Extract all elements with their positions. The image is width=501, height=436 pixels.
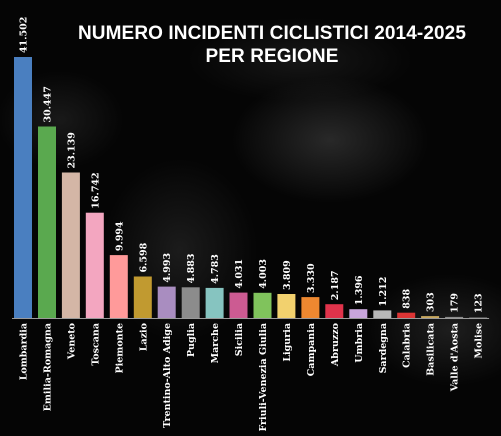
value-labels-group: 41.502 30.447 23.139 16.742 9.994 6.598 4.993 4… (19, 17, 485, 314)
value-label-lombardia: 41.502 (19, 17, 30, 53)
category-label-piemonte: Piemonte (114, 323, 125, 374)
bar-liguria (277, 294, 296, 318)
category-label-marche: Marche (210, 323, 221, 363)
category-label-friuli-venezia-giulia: Friuli-Venezia Giulia (258, 323, 269, 432)
value-label-valle-d-aosta: 179 (450, 293, 461, 313)
value-label-lazio: 6.598 (138, 242, 149, 272)
bar-abruzzo (325, 304, 344, 318)
value-label-basilicata: 303 (426, 292, 437, 312)
bar-valle-d-aosta (445, 316, 464, 318)
bar-emilia-romagna (38, 126, 56, 318)
bar-sardegna (373, 310, 392, 318)
value-label-campania: 3.330 (306, 263, 317, 293)
bar-umbria (349, 309, 368, 318)
bar-lombardia (14, 57, 32, 318)
category-label-emilia-romagna: Emilia-Romagna (43, 323, 54, 411)
bar-molise (469, 317, 488, 318)
category-label-sardegna: Sardegna (378, 323, 389, 373)
category-label-sicilia: Sicilia (234, 323, 245, 356)
category-label-calabria: Calabria (402, 323, 413, 368)
bar-puglia (181, 287, 200, 318)
value-label-puglia: 4.883 (186, 254, 197, 284)
chart-title-line-2: PER REGIONE (205, 46, 339, 67)
bar-veneto (61, 172, 80, 318)
category-label-lombardia: Lombardia (19, 323, 30, 380)
bar-lazio (133, 276, 152, 318)
category-label-abruzzo: Abruzzo (330, 323, 341, 367)
bar-basilicata (421, 316, 440, 318)
category-label-lazio: Lazio (138, 323, 149, 351)
value-label-liguria: 3.809 (282, 260, 293, 290)
category-label-veneto: Veneto (66, 323, 77, 360)
value-label-marche: 4.783 (210, 254, 221, 284)
bar-calabria (397, 312, 416, 318)
bars-group (14, 57, 488, 318)
category-label-puglia: Puglia (186, 323, 197, 357)
value-label-trentino-alto-adige: 4.993 (162, 253, 173, 283)
value-label-abruzzo: 2.187 (330, 270, 341, 300)
value-label-sardegna: 1.212 (378, 277, 389, 307)
value-label-toscana: 16.742 (90, 172, 101, 208)
category-label-campania: Campania (306, 323, 317, 376)
value-label-sicilia: 4.031 (234, 259, 245, 289)
category-label-valle-d-aosta: Valle d'Aosta (450, 323, 461, 392)
value-label-umbria: 1.396 (354, 275, 365, 305)
category-label-molise: Molise (474, 323, 485, 358)
value-label-veneto: 23.139 (66, 132, 77, 169)
category-label-toscana: Toscana (90, 323, 101, 366)
chart-title-line-1: NUMERO INCIDENTI CICLISTICI 2014-2025 (77, 23, 466, 44)
category-label-liguria: Liguria (282, 323, 293, 362)
value-label-molise: 123 (474, 293, 485, 313)
category-labels-group: Lombardia Emilia-Romagna Veneto Toscana Piem… (19, 323, 485, 432)
category-label-trentino-alto-adige: Trentino-Alto Adige (162, 323, 173, 428)
bar-friuli-venezia-giulia (253, 292, 272, 318)
value-label-emilia-romagna: 30.447 (43, 86, 54, 122)
bar-campania (301, 297, 320, 318)
category-label-umbria: Umbria (354, 323, 365, 363)
category-label-basilicata: Basilicata (426, 323, 437, 376)
bar-marche (205, 287, 224, 318)
bar-toscana (85, 212, 104, 318)
value-label-friuli-venezia-giulia: 4.003 (258, 259, 269, 289)
bar-trentino-alto-adige (157, 286, 176, 318)
chart-title: NUMERO INCIDENTI CICLISTICI 2014-2025 PE… (62, 22, 482, 68)
value-label-piemonte: 9.994 (114, 221, 125, 251)
bar-sicilia (229, 292, 248, 318)
bar-piemonte (109, 255, 128, 318)
value-label-calabria: 838 (402, 288, 413, 308)
